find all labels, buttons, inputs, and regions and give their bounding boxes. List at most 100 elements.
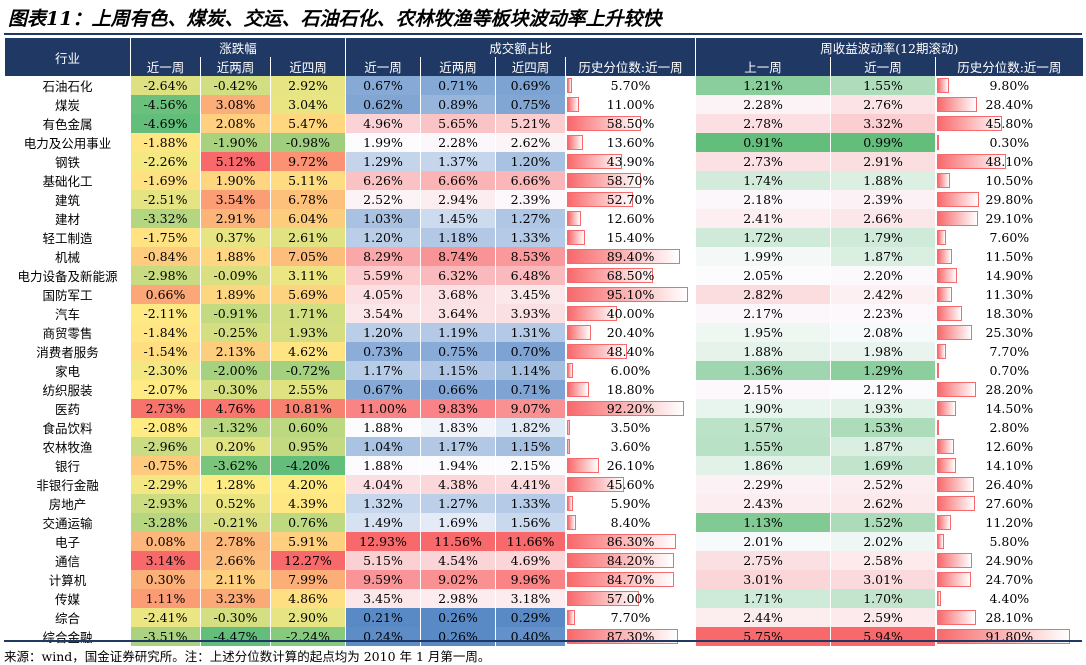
table-row: 传媒 1.11% 3.23% 4.86% 3.45% 2.98% 3.18% 57.00% 1.… [4,589,1083,608]
data-bar [937,306,962,321]
data-bar [567,173,641,188]
percentile-cell: 3.50% [565,418,696,437]
data-bar [937,401,957,416]
table-row: 通信 3.14% 2.66% 12.27% 5.15% 4.54% 4.69% 84.20% 2… [4,551,1083,570]
heat-cell: -3.32% [130,209,201,228]
heat-cell: -1.84% [130,323,201,342]
industry-name: 医药 [4,399,131,418]
heat-cell: 3.54% [200,190,271,209]
cell-text: 18.80% [606,382,655,397]
percentile-cell: 95.10% [565,285,696,304]
cell-text: 58.50% [606,116,655,131]
heat-cell: -1.69% [130,171,201,190]
heat-cell: 2.61% [269,228,346,247]
industry-name: 汽车 [4,304,131,323]
heat-cell: 3.32% [830,114,936,133]
heat-cell: 1.72% [695,228,831,247]
table-row: 医药 2.73% 4.76% 10.81% 11.00% 9.83% 9.07% 92.20%… [4,399,1083,418]
heat-cell: 6.26% [345,171,421,190]
percentile-cell: 27.60% [935,494,1083,513]
table-row: 石油石化 -2.64% -0.42% 2.92% 0.67% 0.71% 0.69% 5.70… [4,76,1083,95]
heat-cell: 9.83% [420,399,496,418]
data-bar [567,344,628,359]
table-row: 电力及公用事业 -1.88% -1.90% -0.98% 1.99% 2.28% 2.62%… [4,133,1083,152]
percentile-cell: 6.00% [565,361,696,380]
data-bar [567,135,583,150]
percentile-cell: 26.40% [935,475,1083,494]
table-row: 建筑 -2.51% 3.54% 6.78% 2.52% 2.94% 2.39% 52.70% 2… [4,190,1083,209]
heat-cell: -2.51% [130,190,201,209]
heat-cell: 2.62% [830,494,936,513]
data-bar [937,496,976,511]
heat-cell: -2.93% [130,494,201,513]
data-bar [567,325,592,340]
industry-name: 钢铁 [4,152,131,171]
heat-cell: 2.52% [830,475,936,494]
data-bar [937,534,944,549]
data-bar [937,610,977,625]
percentile-cell: 20.40% [565,323,696,342]
heat-cell: 1.04% [345,437,421,456]
industry-name: 电力及公用事业 [4,133,131,152]
data-bar [937,287,952,302]
cell-text: 58.70% [606,173,655,188]
percentile-cell: 25.30% [935,323,1083,342]
percentile-cell: 57.00% [565,589,696,608]
cell-text: 29.10% [985,211,1034,226]
industry-name: 房地产 [4,494,131,513]
heat-cell: 1.19% [420,323,496,342]
heat-cell: 1.13% [695,513,831,532]
industry-name: 消费者服务 [4,342,131,361]
heat-cell: 2.66% [200,551,271,570]
cell-text: 45.80% [985,116,1034,131]
heat-cell: 1.37% [420,152,496,171]
industry-name: 家电 [4,361,131,380]
percentile-cell: 24.90% [935,551,1083,570]
heat-cell: 6.04% [269,209,346,228]
heat-cell: 0.70% [495,342,566,361]
heat-cell: -0.21% [200,513,271,532]
data-bar [567,287,688,302]
heat-cell: 5.91% [269,532,346,551]
heat-cell: 3.04% [269,95,346,114]
heat-cell: 1.88% [345,456,421,475]
data-bar [937,572,972,587]
heat-cell: 0.71% [495,380,566,399]
heat-cell: -2.96% [130,437,201,456]
data-bar [567,534,677,549]
heat-cell: 4.41% [495,475,566,494]
heat-cell: 1.88% [345,418,421,437]
data-bar [937,458,956,473]
cell-text: 95.10% [606,287,655,302]
percentile-cell: 28.40% [935,95,1083,114]
percentile-cell: 26.10% [565,456,696,475]
heat-cell: 5.59% [345,266,421,285]
heat-cell: 0.37% [200,228,271,247]
table-row: 建材 -3.32% 2.91% 6.04% 1.03% 1.45% 1.27% 12.60% 2… [4,209,1083,228]
data-bar [937,154,1006,169]
heat-cell: 2.58% [830,551,936,570]
cell-text: 40.00% [606,306,655,321]
heat-cell: 1.45% [420,209,496,228]
cell-text: 13.60% [606,135,655,150]
heat-cell: -0.72% [269,361,346,380]
heat-cell: -2.29% [130,475,201,494]
data-bar [567,306,617,321]
heat-cell: 1.79% [830,228,936,247]
heat-cell: 5.69% [269,285,346,304]
percentile-cell: 14.50% [935,399,1083,418]
heat-cell: 11.66% [495,532,566,551]
data-bar [937,515,952,530]
cell-text: 24.90% [985,553,1034,568]
heat-cell: 1.32% [345,494,421,513]
heat-cell: 1.27% [420,494,496,513]
heat-cell: 2.20% [830,266,936,285]
heat-cell: 2.94% [420,190,496,209]
cell-text: 52.70% [606,192,655,207]
table-row: 钢铁 -2.26% 5.12% 9.72% 1.29% 1.37% 1.20% 43.90% 2… [4,152,1083,171]
percentile-cell: 18.80% [565,380,696,399]
heat-cell: 2.01% [695,532,831,551]
data-bar [937,439,954,454]
heat-cell: 2.59% [830,608,936,627]
table-body: 石油石化 -2.64% -0.42% 2.92% 0.67% 0.71% 0.69% 5.70… [4,76,1083,646]
